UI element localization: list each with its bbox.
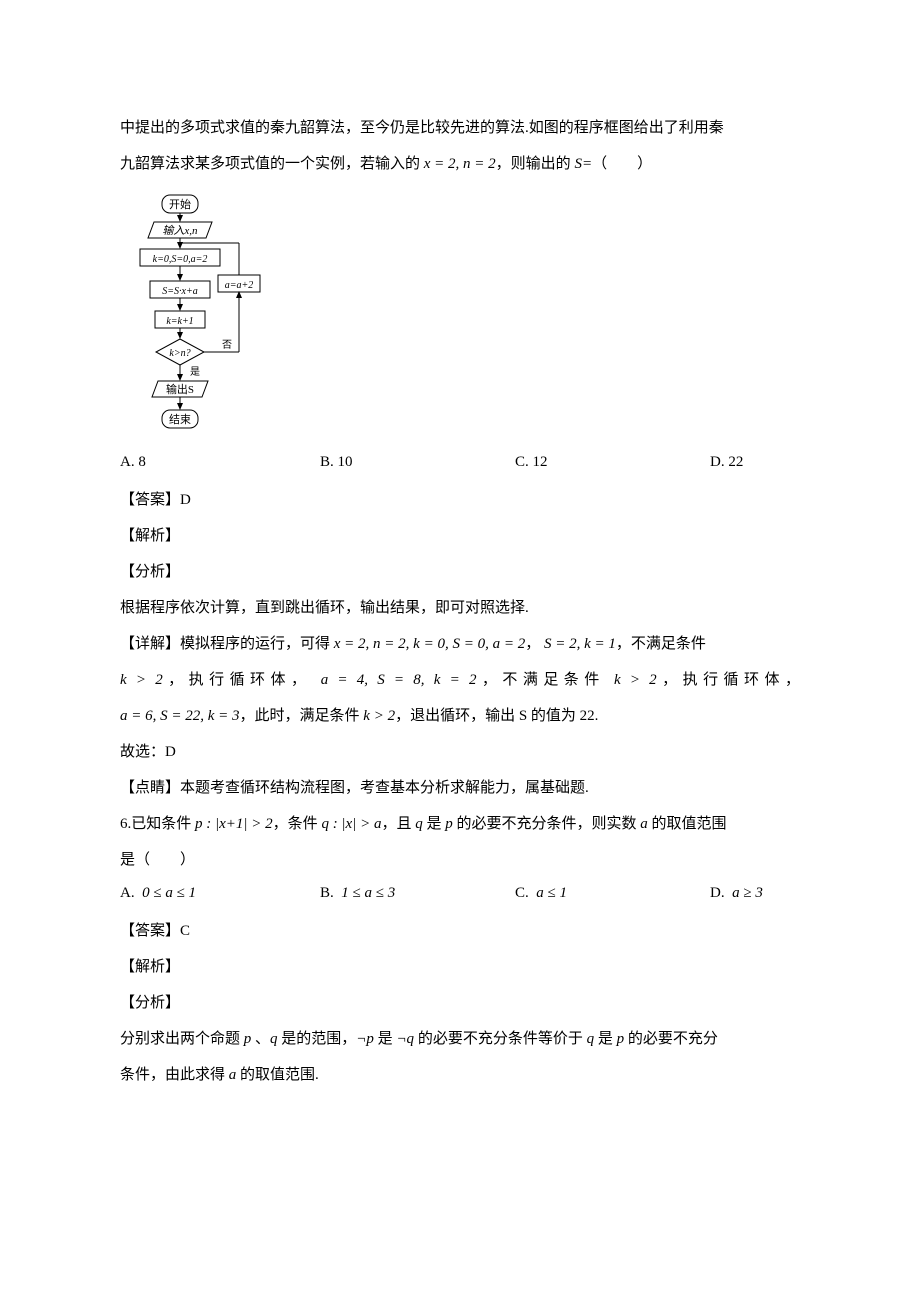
math-expr: k > 2 [614,672,657,688]
opt-prefix: A. [120,885,142,901]
option-b: B. 1 ≤ a ≤ 3 [320,880,515,907]
inc-k-label: k=k+1 [166,316,193,327]
q6-number: 6. [120,816,131,832]
opt-prefix: B. [320,885,341,901]
text: 分别求出两个命题 [120,1031,244,1047]
output-label: 输出S [166,382,194,396]
q5-dianjing: 【点睛】本题考查循环结构流程图，考查基本分析求解能力，属基础题. [120,770,800,806]
text: （ ） [592,156,652,172]
text: 已知条件 [131,816,195,832]
q5-jiexi: 【解析】 [120,518,800,554]
opt-prefix: D. [710,885,732,901]
math-expr: a ≥ 3 [732,885,763,901]
q6-stem-line1: 6.已知条件 p : |x+1| > 2，条件 q : |x| > a，且 q … [120,806,800,842]
text: 是 [423,816,446,832]
math-expr: 1 ≤ a ≤ 3 [341,885,395,901]
option-d: D. 22 [710,449,800,476]
variable-a: a [640,816,648,832]
option-a: A. 0 ≤ a ≤ 1 [120,880,320,907]
math-expr: S = 2, k = 1 [544,636,616,652]
end-label: 结束 [169,413,191,426]
flowchart-figure: 开始 输入x,n k=0,S=0,a=2 S=S·x+a a=a+2 k=k+1… [120,190,800,447]
text: 是 [374,1031,397,1047]
q6-fenxi-line1: 分别求出两个命题 p 、q 是的范围，¬p 是 ¬q 的必要不充分条件等价于 q… [120,1021,800,1057]
text: ，执行循环体， [163,672,312,688]
q5-xiangjie-line2: k > 2，执行循环体， a = 4, S = 8, k = 2，不满足条件 k… [120,662,800,698]
text: ，不满足条件 [616,636,706,652]
text: 的必要不充分条件，则实数 [453,816,641,832]
calc-s-label: S=S·x+a [162,286,197,297]
variable-p: p [617,1031,625,1047]
input-label: 输入x,n [162,224,198,237]
q6-fenxi-label: 【分析】 [120,985,800,1021]
option-c: C. a ≤ 1 [515,880,710,907]
start-label: 开始 [169,197,191,211]
q6-answer: 【答案】C [120,913,800,949]
text: 【详解】模拟程序的运行，可得 [120,636,334,652]
neg-p: ¬p [356,1031,374,1047]
math-expr: x = 2, n = 2 [424,156,496,172]
q5-fenxi-label: 【分析】 [120,554,800,590]
text: 的取值范围. [236,1067,319,1083]
q5-fenxi-text: 根据程序依次计算，直到跳出循环，输出结果，即可对照选择. [120,590,800,626]
variable-p: p [445,816,453,832]
q5-xiangjie-line1: 【详解】模拟程序的运行，可得 x = 2, n = 2, k = 0, S = … [120,626,800,662]
text: ，条件 [273,816,322,832]
text: 是 [594,1031,617,1047]
variable-S: S= [574,156,592,172]
q6-fenxi-line2: 条件，由此求得 a 的取值范围. [120,1057,800,1093]
neg-q: ¬q [396,1031,414,1047]
option-d: D. a ≥ 3 [710,880,800,907]
q5-guxuan: 故选：D [120,734,800,770]
math-expr: p : |x+1| > 2 [195,816,273,832]
math-expr: a = 6, S = 22, k = 3 [120,708,240,724]
init-label: k=0,S=0,a=2 [153,254,208,265]
math-expr: a = 4, S = 8, k = 2 [321,672,477,688]
text: ，且 [381,816,415,832]
math-expr: k > 2 [363,708,395,724]
decision-label: k>n? [169,348,190,359]
opt-prefix: C. [515,885,536,901]
text: 、 [251,1031,270,1047]
math-expr: x = 2, n = 2, k = 0, S = 0, a = 2 [334,636,525,652]
math-expr: a ≤ 1 [536,885,567,901]
text: ，退出循环，输出 S 的值为 22. [395,708,598,724]
text: ， [525,636,540,652]
q5-answer: 【答案】D [120,482,800,518]
text: 的必要不充分 [624,1031,718,1047]
text: 的取值范围 [648,816,727,832]
inc-a-label: a=a+2 [225,280,254,291]
text: ，不满足条件 [476,672,604,688]
option-c: C. 12 [515,449,710,476]
option-a: A. 8 [120,449,320,476]
text: ，则输出的 [496,156,575,172]
q5-xiangjie-line3: a = 6, S = 22, k = 3，此时，满足条件 k > 2，退出循环，… [120,698,800,734]
q6-jiexi: 【解析】 [120,949,800,985]
q5-intro-line2: 九韶算法求某多项式值的一个实例，若输入的 x = 2, n = 2，则输出的 S… [120,146,800,182]
math-expr: 0 ≤ a ≤ 1 [142,885,196,901]
option-b: B. 10 [320,449,515,476]
q5-intro-line1: 中提出的多项式求值的秦九韶算法，至今仍是比较先进的算法.如图的程序框图给出了利用… [120,110,800,146]
math-expr: k > 2 [120,672,163,688]
math-expr: q : |x| > a [321,816,381,832]
q6-stem-line2: 是（ ） [120,842,800,878]
variable-q: q [415,816,423,832]
q6-options: A. 0 ≤ a ≤ 1 B. 1 ≤ a ≤ 3 C. a ≤ 1 D. a … [120,880,800,907]
variable-q: q [587,1031,595,1047]
text: 是的范围， [278,1031,357,1047]
q5-options: A. 8 B. 10 C. 12 D. 22 [120,449,800,476]
no-label: 否 [222,339,232,351]
text: 九韶算法求某多项式值的一个实例，若输入的 [120,156,424,172]
text: 条件，由此求得 [120,1067,229,1083]
text: ，执行循环体， [657,672,800,688]
text: ，此时，满足条件 [240,708,364,724]
document-page: 中提出的多项式求值的秦九韶算法，至今仍是比较先进的算法.如图的程序框图给出了利用… [0,0,920,1302]
text: 的必要不充分条件等价于 [414,1031,587,1047]
yes-label: 是 [190,366,200,378]
variable-q: q [270,1031,278,1047]
flowchart-svg: 开始 输入x,n k=0,S=0,a=2 S=S·x+a a=a+2 k=k+1… [120,190,270,442]
